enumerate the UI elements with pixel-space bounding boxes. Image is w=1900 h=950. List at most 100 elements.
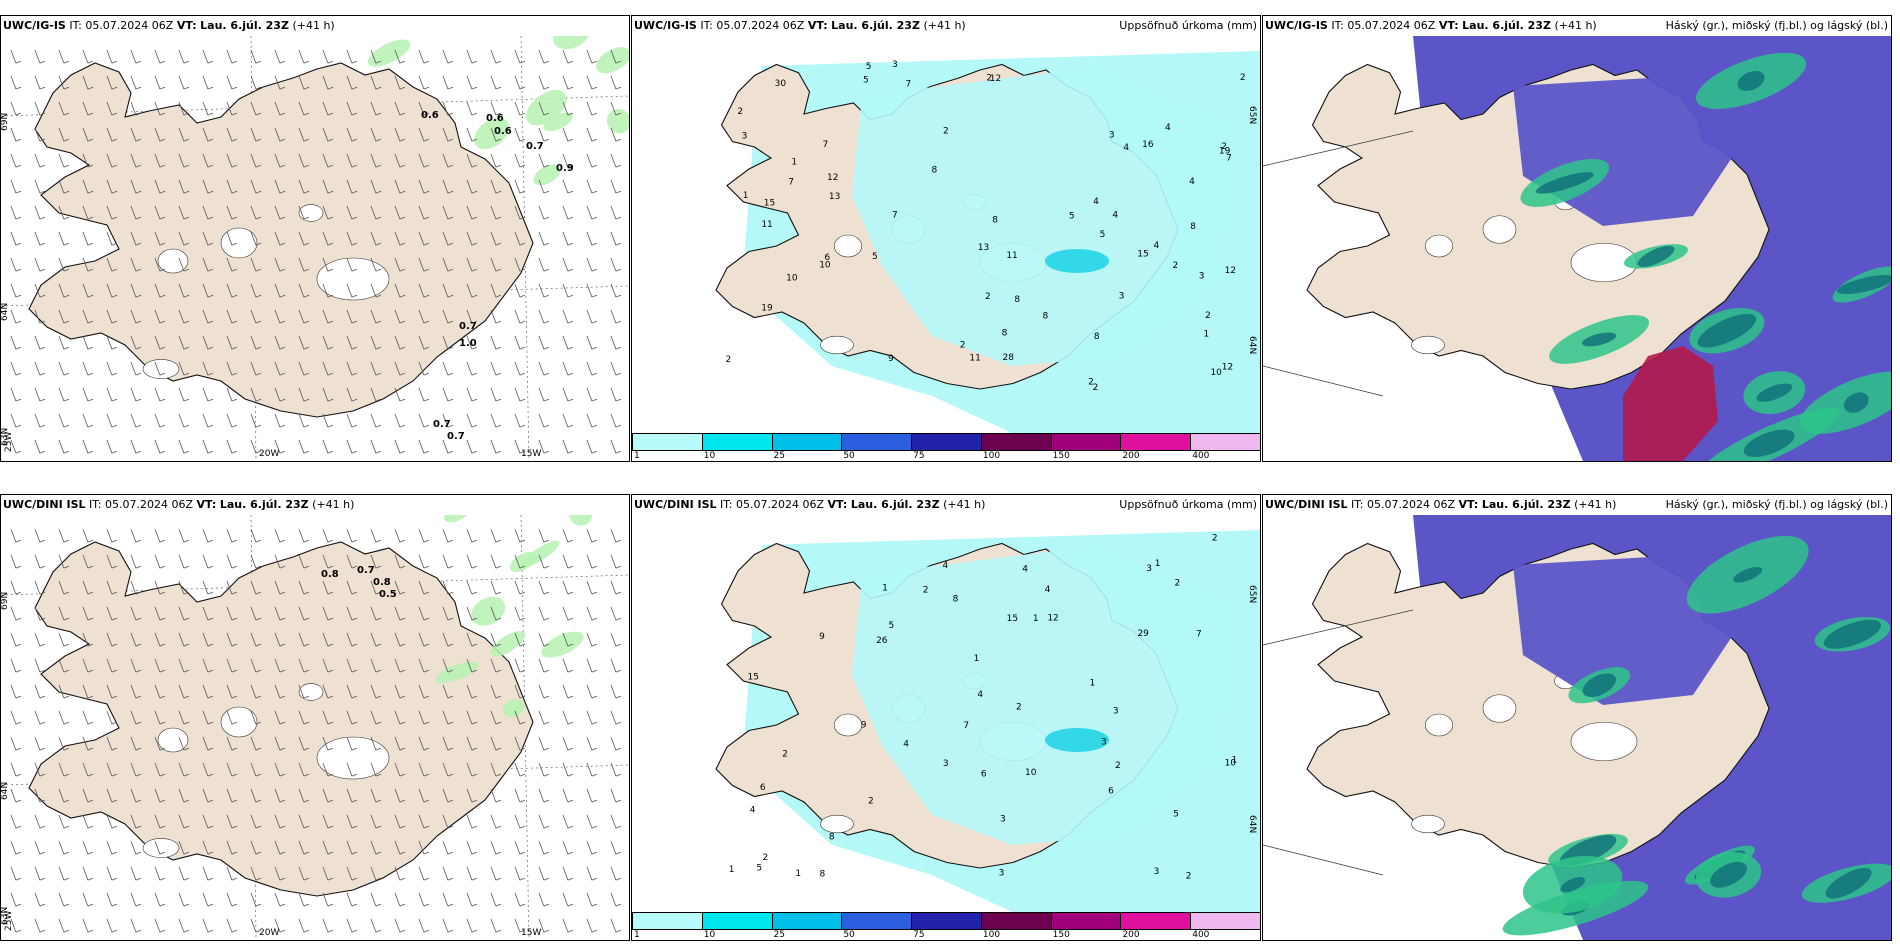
wind-barb	[106, 866, 113, 881]
colorbar-swatch	[911, 912, 982, 930]
precip-value: 5	[1173, 809, 1179, 819]
low-cloud-area	[1513, 555, 1733, 705]
wind-barb	[82, 387, 89, 402]
domain-line	[1263, 130, 1414, 167]
wind-barb	[418, 387, 425, 402]
wind-barb-flag	[591, 60, 598, 64]
wind-barb-flag	[159, 294, 166, 298]
wind-barb	[58, 439, 65, 454]
wind-barb	[562, 892, 569, 907]
wind-barb-flag	[207, 346, 214, 350]
wind-barb-flag	[135, 799, 142, 803]
colorbar-swatch	[1050, 433, 1122, 451]
wind-barb-flag	[87, 242, 94, 246]
wind-barb	[274, 283, 281, 298]
wind-barb-flag	[159, 450, 166, 454]
wind-barb-flag	[183, 877, 190, 881]
wind-barb	[10, 439, 17, 454]
wind-barb	[346, 866, 353, 881]
wind-barb-flag	[207, 747, 214, 751]
wind-barb-flag	[567, 346, 574, 350]
wind-barb-flag	[207, 877, 214, 881]
wind-barb-flag	[231, 86, 238, 90]
wind-barb-flag	[15, 138, 22, 142]
wind-barb-flag	[543, 138, 550, 142]
wind-barb	[298, 179, 305, 194]
wind-barb	[538, 309, 545, 324]
wind-barb	[154, 361, 161, 376]
wind-barb	[610, 127, 617, 142]
wind-barb-flag	[471, 294, 478, 298]
wind-barb-flag	[279, 294, 286, 298]
wind-barb	[106, 632, 113, 647]
wind-barb-flag	[567, 372, 574, 376]
wind-barb	[34, 892, 41, 907]
wind-barb	[106, 361, 113, 376]
wind-barb	[562, 387, 569, 402]
wind-barb	[58, 814, 65, 829]
wind-barb	[202, 231, 209, 246]
wind-barb	[322, 153, 329, 168]
precip-value: 8	[829, 833, 835, 843]
mid-cloud-area	[1823, 619, 1881, 649]
wind-barb	[466, 153, 473, 168]
precip-value: 4	[1123, 143, 1129, 153]
wind-barb	[346, 710, 353, 725]
wind-barb	[370, 413, 377, 428]
wind-barb	[250, 361, 257, 376]
wind-barb	[58, 866, 65, 881]
colorbar-label: 1	[634, 451, 640, 461]
wind-barb	[490, 840, 497, 855]
wind-barb	[322, 892, 329, 907]
wind-barb	[610, 684, 617, 699]
wind-barb-flag	[231, 450, 238, 454]
wind-barb-flag	[567, 591, 574, 595]
wind-barb-flag	[255, 268, 262, 272]
precip-value: 5	[756, 863, 762, 873]
wind-barb	[466, 127, 473, 142]
wind-barb-flag	[447, 424, 454, 428]
colorbar-label: 10	[703, 451, 716, 461]
wind-barb-flag	[87, 669, 94, 673]
wind-barb-flag	[375, 294, 382, 298]
wind-barb-flag	[567, 450, 574, 454]
precip-value: 4	[903, 739, 909, 749]
field-title: Háský (gr.), miðský (fj.bl.) og lágský (…	[1665, 498, 1888, 511]
wind-barb	[82, 49, 89, 64]
wind-barb-flag	[327, 372, 334, 376]
wind-barb-flag	[519, 398, 526, 402]
wind-barb	[610, 918, 617, 933]
wind-barb	[466, 75, 473, 90]
wind-barb-flag	[351, 825, 358, 829]
wind-barb	[106, 606, 113, 621]
wind-barb	[130, 231, 137, 246]
wind-barb-flag	[471, 825, 478, 829]
precip-max-area	[1045, 249, 1109, 273]
wind-barb-flag	[351, 721, 358, 725]
wind-barb	[130, 257, 137, 272]
wind-barb	[82, 101, 89, 116]
wind-barb-flag	[351, 398, 358, 402]
wind-barb-flag	[351, 799, 358, 803]
wind-barb-flag	[327, 799, 334, 803]
wind-barb-flag	[591, 450, 598, 454]
wind-barb	[202, 205, 209, 220]
mid-cloud-area	[1637, 245, 1675, 268]
wind-barb	[82, 918, 89, 933]
wind-barb-flag	[543, 851, 550, 855]
precip-value: 2	[737, 107, 743, 117]
wind-barb	[442, 658, 449, 673]
wind-barb	[58, 710, 65, 725]
wind-barb	[610, 736, 617, 751]
wind-barb-flag	[231, 825, 238, 829]
wind-barb-flag	[447, 112, 454, 116]
wind-barb-flag	[519, 216, 526, 220]
wind-barb-flag	[519, 539, 526, 543]
wind-barb-flag	[399, 565, 406, 569]
wind-barb	[202, 710, 209, 725]
wind-barb-flag	[519, 372, 526, 376]
wind-barb-flag	[135, 320, 142, 324]
wind-barb-flag	[519, 320, 526, 324]
wind-barb-flag	[375, 851, 382, 855]
wind-barb-flag	[39, 591, 46, 595]
